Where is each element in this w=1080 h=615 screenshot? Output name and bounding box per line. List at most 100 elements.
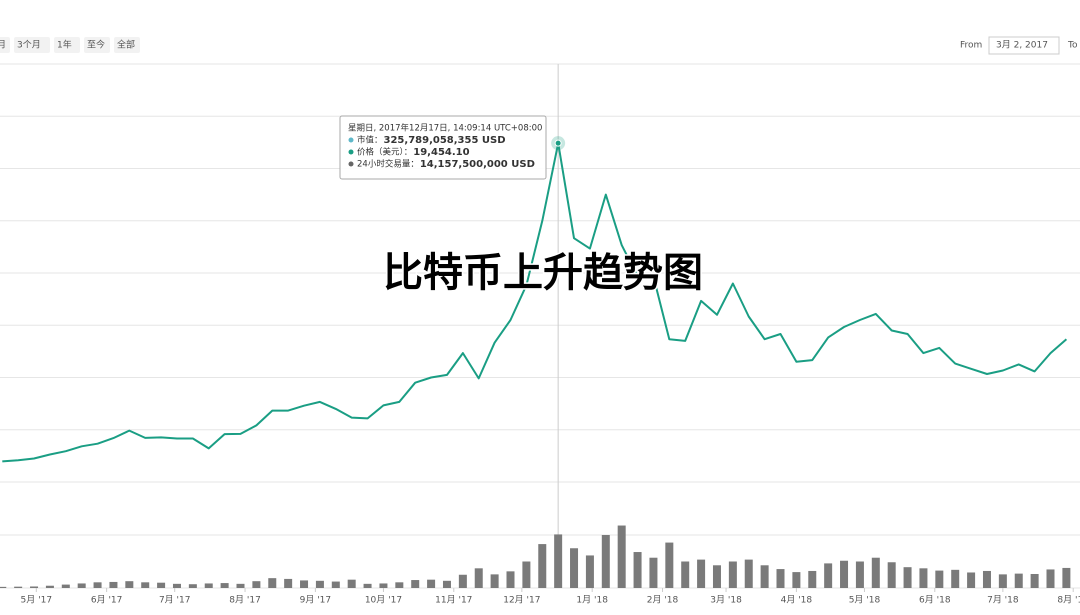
volume-bar xyxy=(474,568,483,588)
range-button[interactable]: 1年 xyxy=(57,39,72,51)
price-line xyxy=(2,142,1068,463)
hover-point xyxy=(554,139,562,147)
x-tick-label: 7月 '18 xyxy=(987,595,1019,606)
volume-bar xyxy=(776,569,785,588)
x-tick-label: 1月 '18 xyxy=(576,595,608,606)
range-button-bg[interactable] xyxy=(0,37,10,53)
x-tick-label: 7月 '17 xyxy=(159,595,191,606)
x-tick-label: 4月 '18 xyxy=(781,595,813,606)
range-button-bg[interactable] xyxy=(114,37,140,53)
volume-bar xyxy=(649,557,658,588)
tooltip-value: 19,454.10 xyxy=(413,147,469,158)
tooltip-dot xyxy=(348,137,354,143)
volume-bar xyxy=(744,559,753,588)
x-tick-label: 6月 '17 xyxy=(91,595,123,606)
volume-bar xyxy=(760,565,769,588)
volume-bar xyxy=(554,534,563,588)
x-tick-label: 10月 '17 xyxy=(365,595,402,606)
volume-bar xyxy=(967,572,976,588)
range-button[interactable]: 3个月 xyxy=(17,40,41,51)
volume-bar xyxy=(395,582,404,588)
volume-bar xyxy=(998,574,1007,588)
volume-bar xyxy=(93,582,102,588)
volume-bar xyxy=(570,548,579,588)
volume-bar xyxy=(252,581,261,588)
volume-bar xyxy=(315,580,324,588)
volume-bar xyxy=(617,525,626,588)
tooltip-label: 价格（美元）： xyxy=(357,147,412,158)
volume-bar xyxy=(379,583,388,588)
volume-bar xyxy=(824,563,833,588)
volume-bar xyxy=(522,561,531,588)
volume-bar xyxy=(1062,567,1071,588)
volume-bar xyxy=(77,583,86,588)
range-button-bg[interactable] xyxy=(84,37,110,53)
volume-bar xyxy=(284,578,293,588)
from-label: From xyxy=(960,41,982,51)
volume-bar xyxy=(300,580,309,588)
volume-bar xyxy=(808,570,817,588)
volume-bar xyxy=(157,582,166,588)
x-tick-label: 2月 '18 xyxy=(647,595,679,606)
volume-bar xyxy=(506,571,515,588)
volume-bar xyxy=(0,586,7,588)
volume-bar xyxy=(125,581,134,588)
tooltip-label: 市值： xyxy=(357,135,383,146)
volume-bar xyxy=(1014,573,1023,588)
volume-bar xyxy=(935,570,944,588)
volume-bar xyxy=(903,567,912,588)
to-label: To xyxy=(1067,41,1078,51)
volume-bar xyxy=(712,565,721,588)
volume-bar xyxy=(982,570,991,588)
chart-title: 比特币上升趋势图 xyxy=(383,250,703,296)
volume-bar xyxy=(442,580,451,588)
volume-bar xyxy=(855,561,864,588)
x-tick-label: 5月 '17 xyxy=(21,595,53,606)
range-button-bg[interactable] xyxy=(14,37,50,53)
volume-bar xyxy=(681,561,690,588)
tooltip-date: 星期日, 2017年12月17日, 14:09:14 UTC+08:00 xyxy=(348,123,542,134)
range-button[interactable]: 全部 xyxy=(117,39,135,51)
volume-bar xyxy=(331,581,340,588)
volume-bar xyxy=(458,574,467,588)
volume-bar xyxy=(601,535,610,588)
date-input[interactable] xyxy=(988,36,1060,55)
x-tick-label: 5月 '18 xyxy=(849,595,881,606)
range-button[interactable]: 至今 xyxy=(87,39,105,51)
volume-bar xyxy=(919,568,928,588)
x-tick-label: 8月 '18 xyxy=(1057,595,1080,606)
tooltip-dot xyxy=(348,149,354,155)
volume-bar xyxy=(172,583,181,588)
volume-bar xyxy=(141,582,150,588)
volume-bar xyxy=(347,579,356,588)
volume-bar xyxy=(109,581,118,588)
tooltip-value: 14,157,500,000 USD xyxy=(420,159,535,170)
volume-bar xyxy=(188,584,197,588)
range-button-bg[interactable] xyxy=(54,37,80,53)
volume-bar xyxy=(840,560,849,588)
volume-bar xyxy=(871,557,880,588)
volume-bar xyxy=(490,574,499,588)
range-button[interactable]: 月 xyxy=(0,40,6,51)
volume-bar xyxy=(887,562,896,588)
tooltip-dot xyxy=(348,161,354,167)
x-tick-label: 12月 '17 xyxy=(503,595,540,606)
volume-bar xyxy=(268,578,277,588)
volume-bar xyxy=(792,572,801,588)
volume-bar xyxy=(538,544,547,588)
x-tick-label: 3月 '18 xyxy=(710,595,742,606)
volume-bar xyxy=(427,579,436,588)
volume-bar xyxy=(728,561,737,588)
volume-bar xyxy=(585,555,594,588)
tooltip-value: 325,789,058,355 USD xyxy=(384,135,506,146)
volume-bar xyxy=(61,584,70,588)
volume-bar xyxy=(1030,573,1039,588)
x-tick-label: 8月 '17 xyxy=(229,595,261,606)
x-tick-label: 6月 '18 xyxy=(919,595,951,606)
from-date[interactable]: 3月 2, 2017 xyxy=(996,40,1048,51)
volume-bar xyxy=(951,569,960,588)
volume-bar xyxy=(220,583,229,588)
volume-bar xyxy=(14,586,23,588)
tooltip-label: 24小时交易量： xyxy=(357,159,419,170)
